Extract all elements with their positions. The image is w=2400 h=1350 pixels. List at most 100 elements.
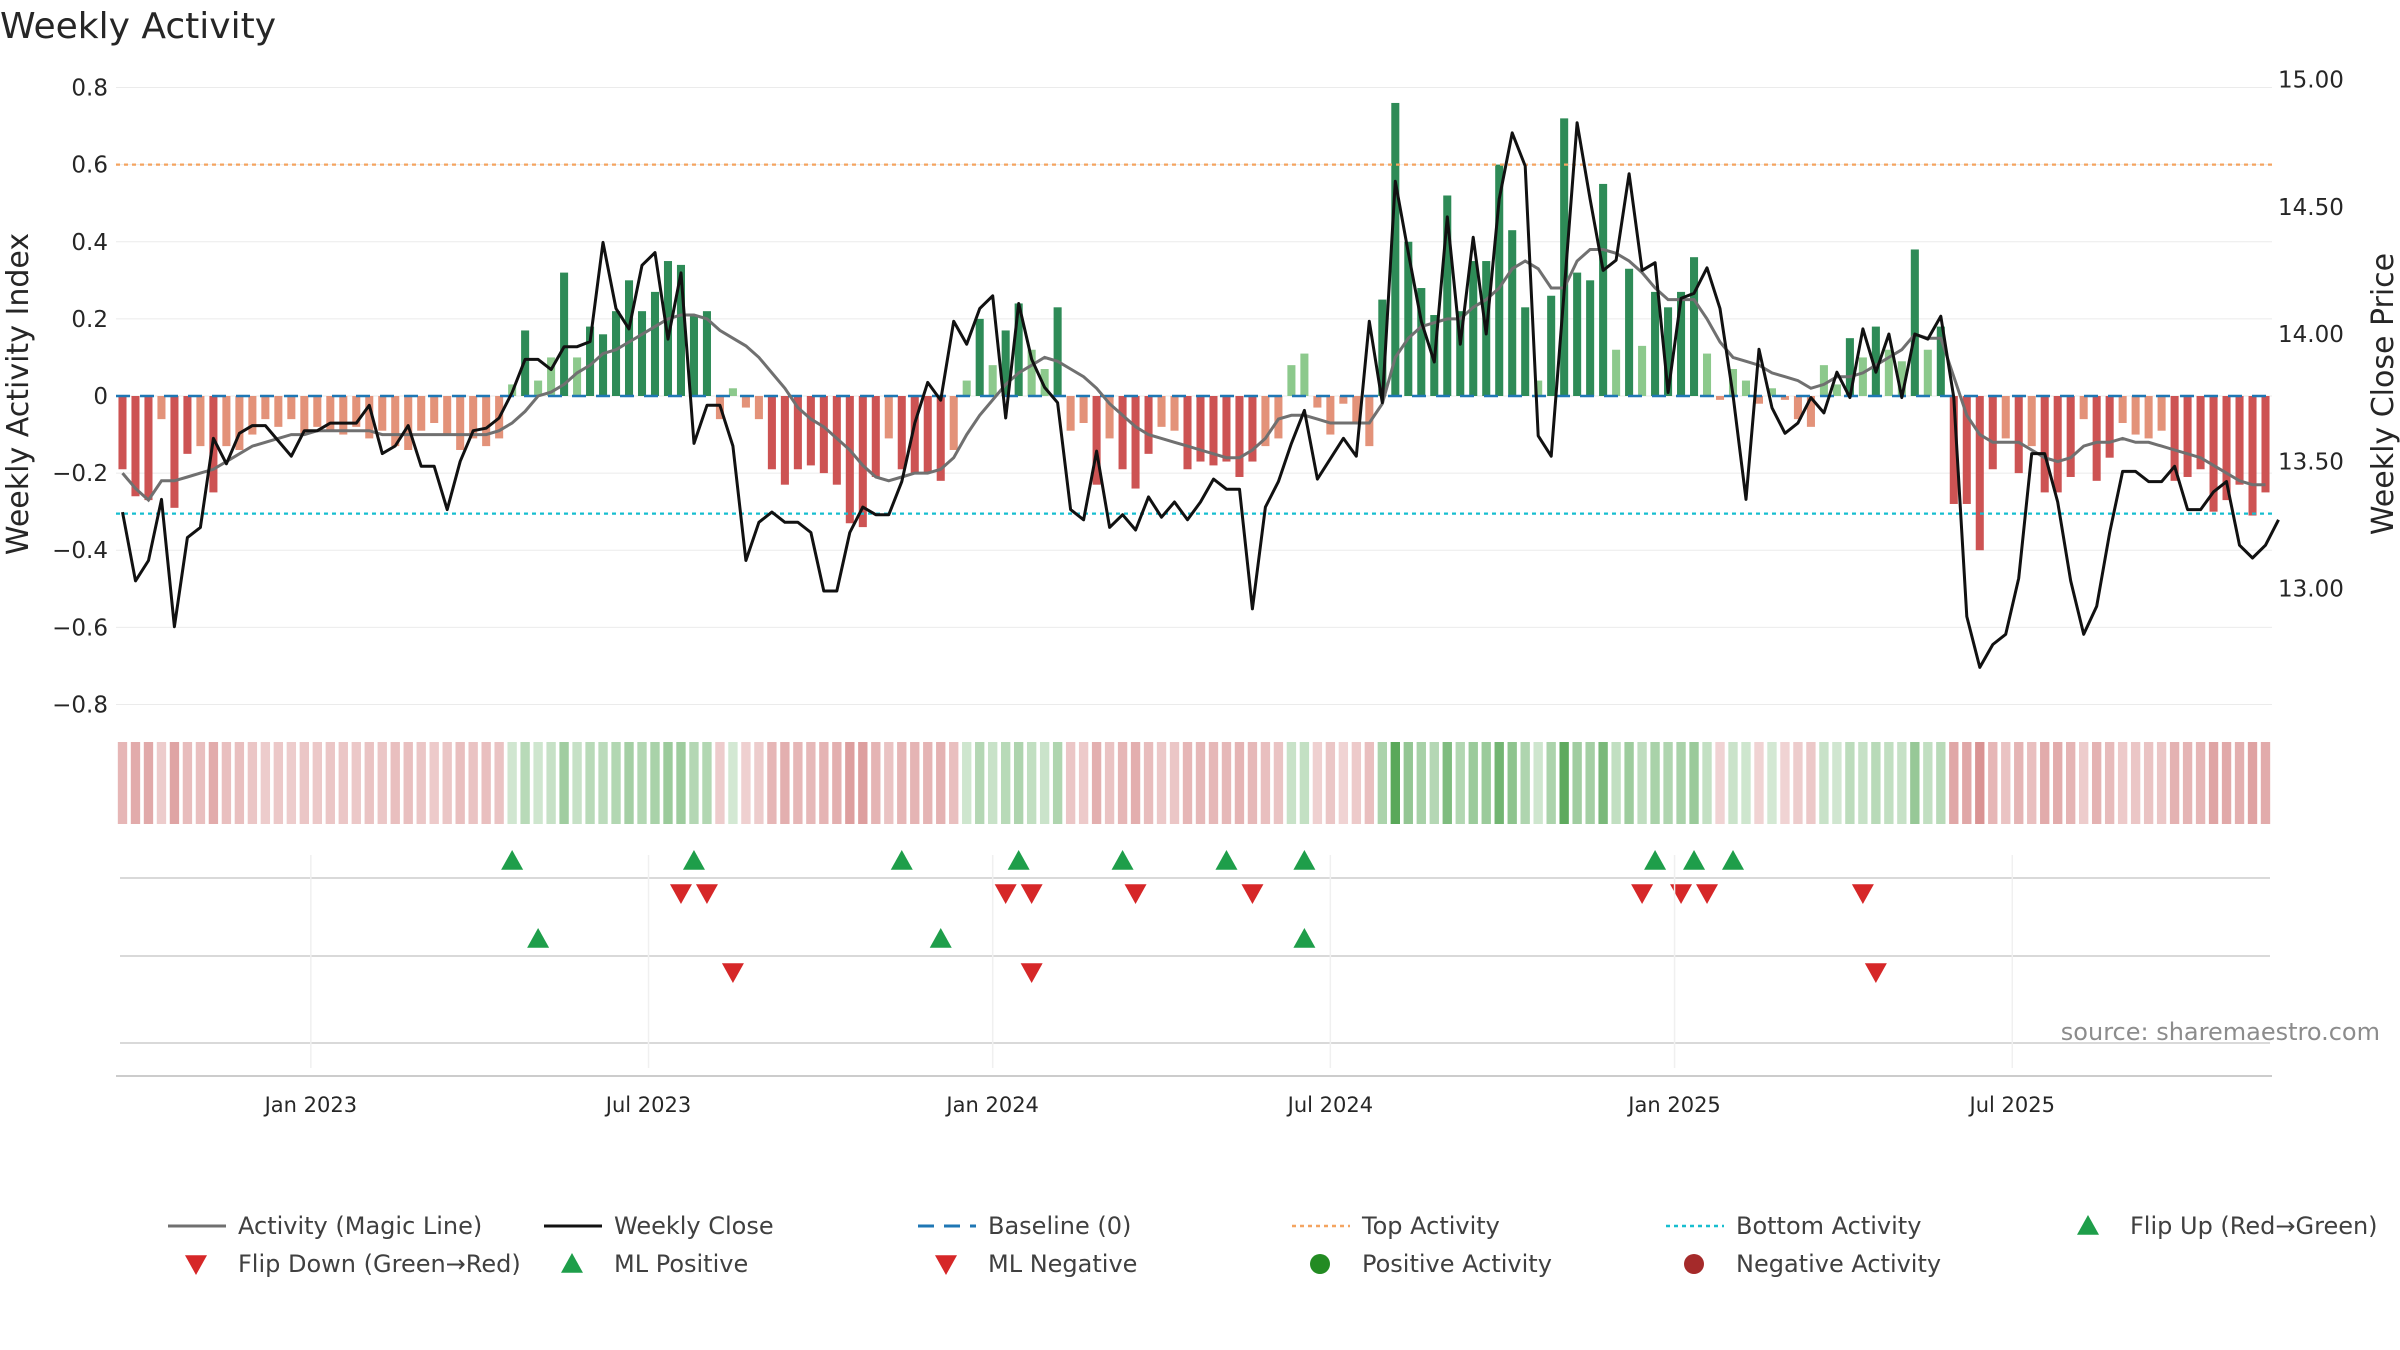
heat-cell xyxy=(442,742,452,824)
heat-cell xyxy=(962,742,972,824)
heat-cell xyxy=(1962,742,1972,824)
heat-cell xyxy=(1299,742,1310,824)
heat-cell xyxy=(2117,742,2128,824)
legend-label: Top Activity xyxy=(1361,1212,1500,1240)
heat-cell xyxy=(1351,742,1362,824)
chart-title: Weekly Activity xyxy=(0,6,276,47)
heat-cell xyxy=(1936,742,1946,824)
activity-bar xyxy=(1144,396,1153,454)
heat-cell xyxy=(2182,742,2193,824)
heat-cell xyxy=(845,742,855,824)
heat-cell xyxy=(1702,742,1712,824)
activity-bar xyxy=(1910,249,1919,396)
activity-bar xyxy=(663,261,673,396)
heat-cell xyxy=(468,742,478,824)
heat-cell xyxy=(624,742,634,824)
activity-bar xyxy=(1677,291,1686,396)
activity-bar xyxy=(1274,396,1283,439)
heat-cell xyxy=(1104,742,1115,824)
heat-cell xyxy=(754,742,764,824)
heat-cell xyxy=(1637,742,1647,824)
activity-bar xyxy=(1248,396,1257,462)
y-tick-label: −0.8 xyxy=(52,692,108,718)
activity-bar xyxy=(1443,195,1452,396)
activity-bar xyxy=(417,396,426,431)
activity-bar xyxy=(222,396,231,447)
heat-cell xyxy=(598,742,608,824)
flip-down-marker xyxy=(994,884,1017,904)
heat-cell xyxy=(169,742,180,824)
activity-bar xyxy=(1793,396,1802,420)
activity-bar xyxy=(118,396,127,470)
heat-cell xyxy=(1871,742,1881,824)
heat-cell xyxy=(1234,742,1245,824)
activity-bar xyxy=(2157,396,2166,431)
x-tick-label: Jan 2023 xyxy=(263,1093,358,1117)
heat-cell xyxy=(1923,742,1933,824)
activity-bar xyxy=(2222,396,2231,501)
activity-bar xyxy=(1573,272,1582,396)
heat-cell xyxy=(325,742,335,824)
activity-bars xyxy=(118,102,2270,551)
flip-up-marker xyxy=(501,850,524,870)
activity-bar xyxy=(2053,396,2062,493)
activity-bar xyxy=(1599,183,1608,396)
heat-cell xyxy=(1689,742,1699,824)
activity-bar xyxy=(1923,349,1932,396)
heat-cell xyxy=(377,742,387,824)
heat-cell xyxy=(1325,742,1336,824)
legend-item: Bottom Activity xyxy=(1666,1212,1921,1240)
activity-bar xyxy=(1638,345,1647,396)
activity-bar xyxy=(1780,396,1789,400)
activity-bar xyxy=(858,396,867,528)
activity-bar xyxy=(2261,396,2270,493)
heat-cell xyxy=(195,742,206,824)
flip-up-marker xyxy=(1111,850,1134,870)
heat-cell xyxy=(884,742,894,824)
activity-bar xyxy=(1118,396,1127,470)
heat-cell xyxy=(1377,742,1388,824)
activity-bar xyxy=(1131,396,1140,489)
heat-cell xyxy=(1169,742,1180,824)
activity-bar xyxy=(1014,303,1023,396)
activity-bar xyxy=(689,315,698,396)
activity-bar xyxy=(1741,380,1751,396)
activity-bar xyxy=(1196,396,1205,462)
activity-bar xyxy=(1053,307,1062,396)
heat-cell xyxy=(1455,742,1465,824)
y-axis-ticks: 0.8 0.6 0.4 0.2 0 −0.2 −0.4 −0.6 −0.8 xyxy=(52,76,108,719)
activity-bar xyxy=(378,396,387,431)
legend-swatch xyxy=(2077,1215,2099,1235)
activity-bar xyxy=(936,396,945,481)
heat-cell xyxy=(2208,742,2219,824)
heat-cell xyxy=(1117,742,1128,824)
legend-item: Positive Activity xyxy=(1310,1250,1552,1278)
activity-bar xyxy=(1469,261,1478,396)
heat-cell xyxy=(819,742,829,824)
series-lines xyxy=(121,121,2280,669)
activity-bar xyxy=(1391,102,1400,396)
activity-bar xyxy=(456,396,465,450)
source-label: source: sharemaestro.com xyxy=(2061,1018,2380,1046)
activity-bar xyxy=(1884,349,1893,396)
legend-label: Baseline (0) xyxy=(988,1212,1131,1240)
activity-bar xyxy=(430,396,439,423)
activity-bar xyxy=(1040,369,1049,396)
heat-cell xyxy=(1494,742,1504,824)
heat-cell xyxy=(988,742,998,824)
x-tick-label: Jul 2024 xyxy=(1286,1093,1373,1117)
heat-cell xyxy=(1065,742,1076,824)
heat-cell xyxy=(221,742,232,824)
activity-bar xyxy=(586,326,595,396)
activity-bar xyxy=(1521,307,1530,396)
heat-cell xyxy=(975,742,985,824)
heat-cell xyxy=(2143,742,2154,824)
flip-up-marker xyxy=(1683,850,1706,870)
heat-cell xyxy=(1611,742,1621,824)
heat-cell xyxy=(832,742,842,824)
legend-item: ML Negative xyxy=(935,1250,1137,1278)
activity-bar xyxy=(780,396,789,485)
heat-cell xyxy=(364,742,374,824)
activity-bar xyxy=(1690,257,1699,396)
activity-bar xyxy=(2066,396,2075,477)
